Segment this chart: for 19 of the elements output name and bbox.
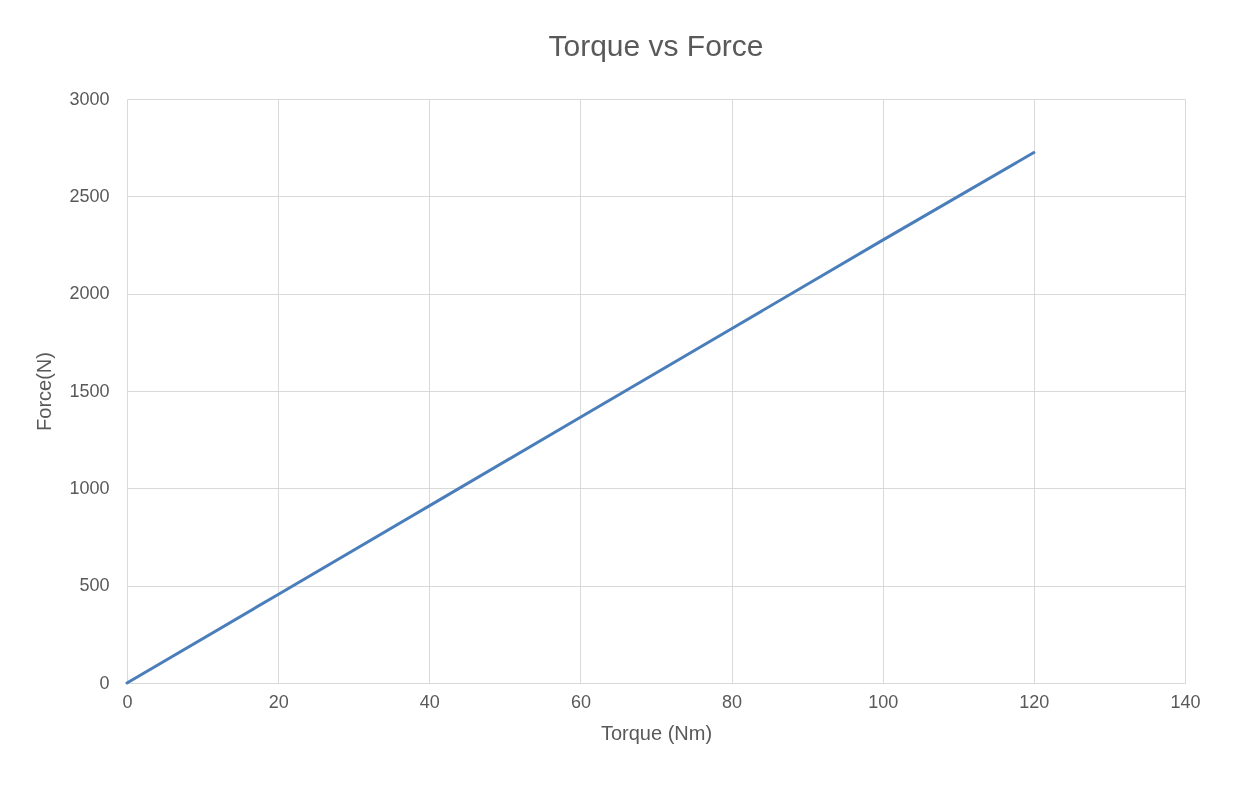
y-tick-label: 0 xyxy=(99,672,110,693)
chart-title: Torque vs Force xyxy=(548,29,764,62)
x-tick-label: 20 xyxy=(268,691,289,712)
y-tick-label: 500 xyxy=(79,575,110,596)
x-tick-label: 100 xyxy=(868,691,899,712)
x-tick-label: 60 xyxy=(570,691,591,712)
x-tick-label: 80 xyxy=(722,691,743,712)
y-tick-label: 2500 xyxy=(69,185,110,206)
y-tick-label: 3000 xyxy=(69,88,110,109)
x-tick-label: 140 xyxy=(1170,691,1201,712)
y-tick-label: 1500 xyxy=(69,380,110,401)
y-tick-label: 2000 xyxy=(69,283,110,304)
y-tick-label: 1000 xyxy=(69,477,110,498)
x-axis-title: Torque (Nm) xyxy=(600,721,713,744)
line-series xyxy=(125,151,1036,685)
x-tick-label: 120 xyxy=(1019,691,1050,712)
x-tick-label: 0 xyxy=(122,691,133,712)
y-axis-title: Force(N) xyxy=(33,352,56,431)
x-tick-label: 40 xyxy=(419,691,440,712)
